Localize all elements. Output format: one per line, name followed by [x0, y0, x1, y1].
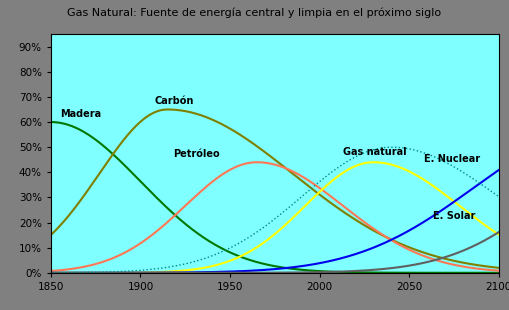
- Text: Gas natural: Gas natural: [343, 147, 407, 157]
- Text: E. Nuclear: E. Nuclear: [423, 154, 479, 164]
- Text: Petróleo: Petróleo: [173, 149, 219, 159]
- Text: Madera: Madera: [60, 109, 101, 119]
- Text: Gas Natural: Fuente de energía central y limpia en el próximo siglo: Gas Natural: Fuente de energía central y…: [67, 8, 442, 18]
- Text: Carbón: Carbón: [155, 96, 194, 106]
- Text: E. Solar: E. Solar: [433, 211, 475, 221]
